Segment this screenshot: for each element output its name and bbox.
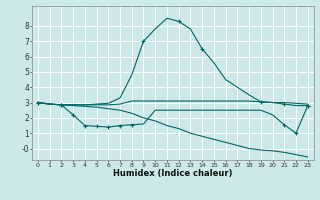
X-axis label: Humidex (Indice chaleur): Humidex (Indice chaleur) [113,169,233,178]
